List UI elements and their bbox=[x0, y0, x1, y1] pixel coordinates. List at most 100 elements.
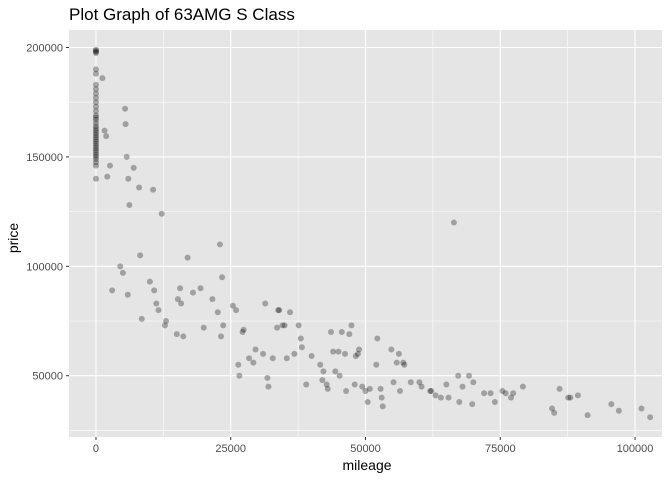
chart-title: Plot Graph of 63AMG S Class bbox=[69, 5, 295, 24]
data-point bbox=[327, 328, 334, 335]
data-point bbox=[155, 307, 162, 314]
data-point bbox=[450, 219, 457, 226]
data-point bbox=[92, 142, 99, 149]
data-point bbox=[109, 287, 116, 294]
x-tick-label: 0 bbox=[93, 443, 99, 455]
data-point bbox=[274, 324, 281, 331]
data-point bbox=[608, 401, 615, 408]
data-point bbox=[92, 127, 99, 134]
data-point bbox=[556, 385, 563, 392]
data-point bbox=[565, 394, 572, 401]
data-point bbox=[445, 394, 452, 401]
data-point bbox=[269, 355, 276, 362]
data-point bbox=[298, 344, 305, 351]
data-point bbox=[287, 309, 294, 316]
grid-major bbox=[69, 30, 662, 437]
data-point bbox=[92, 81, 99, 88]
data-point bbox=[92, 136, 99, 143]
data-point bbox=[130, 164, 137, 171]
x-tick-label: 75000 bbox=[485, 443, 516, 455]
data-point bbox=[332, 368, 339, 375]
data-point bbox=[428, 388, 435, 395]
data-point bbox=[173, 331, 180, 338]
data-point bbox=[401, 361, 408, 368]
data-point bbox=[218, 333, 225, 340]
y-tick-label: 100000 bbox=[26, 261, 63, 273]
data-point bbox=[214, 309, 221, 316]
data-point bbox=[126, 202, 133, 209]
data-point bbox=[319, 377, 326, 384]
data-point bbox=[364, 398, 371, 405]
data-point bbox=[647, 414, 654, 421]
data-point bbox=[92, 112, 99, 119]
data-point bbox=[104, 173, 111, 180]
y-tick-label: 50000 bbox=[32, 371, 63, 383]
data-point bbox=[92, 132, 99, 139]
data-point bbox=[92, 94, 99, 101]
data-point bbox=[491, 398, 498, 405]
data-point bbox=[455, 372, 462, 379]
data-point bbox=[153, 300, 160, 307]
data-point bbox=[151, 287, 158, 294]
data-point bbox=[92, 156, 99, 163]
data-point bbox=[189, 289, 196, 296]
data-point bbox=[638, 405, 645, 412]
data-point bbox=[252, 346, 259, 353]
data-point bbox=[470, 379, 477, 386]
data-point bbox=[279, 322, 286, 329]
data-point bbox=[510, 390, 517, 397]
data-point bbox=[122, 121, 129, 128]
data-point bbox=[615, 407, 622, 414]
data-point bbox=[373, 361, 380, 368]
data-point bbox=[366, 385, 373, 392]
data-point bbox=[335, 348, 342, 355]
data-point bbox=[178, 300, 185, 307]
data-point bbox=[379, 403, 386, 410]
data-point bbox=[124, 291, 131, 298]
data-point bbox=[351, 381, 358, 388]
y-axis: 50000 100000 150000 200000 bbox=[26, 43, 69, 383]
data-point bbox=[377, 385, 384, 392]
data-point bbox=[324, 385, 331, 392]
data-point bbox=[150, 186, 157, 193]
data-point bbox=[378, 394, 385, 401]
data-point bbox=[92, 162, 99, 169]
data-point bbox=[92, 90, 99, 97]
data-point bbox=[92, 66, 99, 73]
data-point bbox=[219, 274, 226, 281]
data-point bbox=[283, 355, 290, 362]
data-point bbox=[92, 86, 99, 93]
data-point bbox=[239, 328, 246, 335]
data-point bbox=[92, 116, 99, 123]
data-point bbox=[99, 75, 106, 82]
data-point bbox=[400, 359, 407, 366]
data-point bbox=[354, 350, 361, 357]
data-point bbox=[323, 381, 330, 388]
data-point bbox=[265, 383, 272, 390]
data-point bbox=[101, 127, 108, 134]
data-point bbox=[343, 388, 350, 395]
data-point bbox=[200, 324, 207, 331]
data-point bbox=[469, 401, 476, 408]
data-point bbox=[260, 350, 267, 357]
data-point bbox=[338, 328, 345, 335]
data-point bbox=[92, 114, 99, 121]
data-point bbox=[106, 162, 113, 169]
data-point bbox=[92, 153, 99, 160]
data-point bbox=[92, 107, 99, 114]
data-point bbox=[508, 394, 515, 401]
data-point bbox=[240, 326, 247, 333]
data-point bbox=[184, 254, 191, 261]
data-point bbox=[125, 175, 132, 182]
data-point bbox=[459, 383, 466, 390]
data-point bbox=[103, 133, 110, 140]
data-point bbox=[356, 346, 363, 353]
data-point bbox=[276, 307, 283, 314]
data-point bbox=[92, 103, 99, 110]
data-point bbox=[158, 210, 165, 217]
data-point bbox=[174, 296, 181, 303]
data-point bbox=[443, 381, 450, 388]
data-point bbox=[407, 379, 414, 386]
data-point bbox=[92, 151, 99, 158]
